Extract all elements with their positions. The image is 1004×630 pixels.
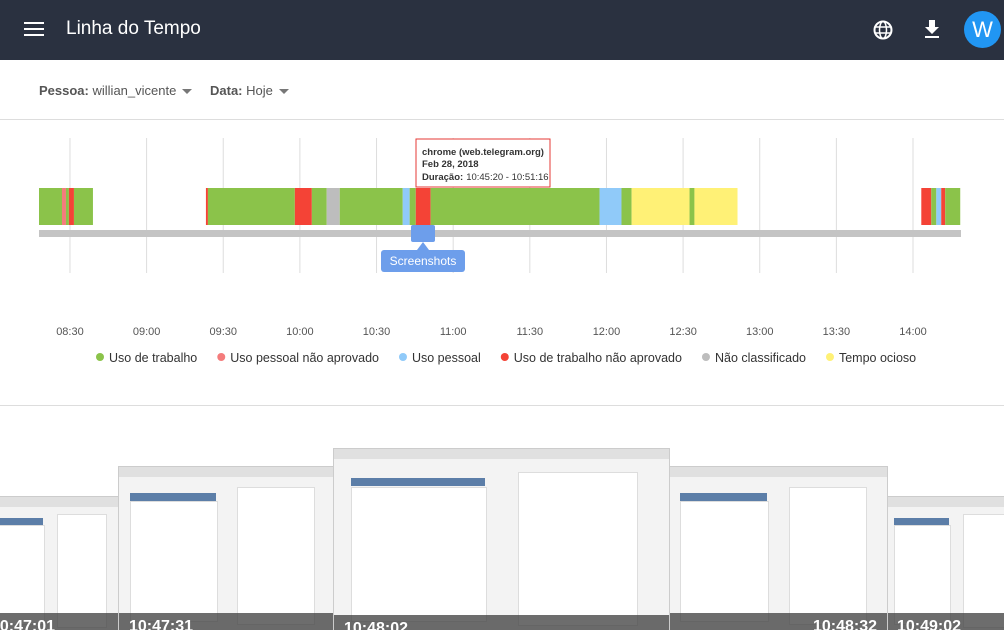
- legend-swatch: [217, 353, 226, 361]
- activity-segment: [430, 188, 600, 225]
- duration-value: 10:45:20 - 10:51:16: [466, 172, 548, 183]
- tooltip-date: Feb 28, 2018: [422, 159, 479, 170]
- screenshot-time: 10:47:31: [119, 613, 334, 630]
- header: Linha do Tempo W: [0, 0, 1004, 60]
- x-tick-label: 08:30: [56, 326, 84, 338]
- activity-segment: [621, 188, 632, 225]
- language-icon[interactable]: [873, 20, 893, 40]
- screenshot-thumb[interactable]: 10:49:02: [886, 496, 1004, 630]
- screenshot-thumb[interactable]: 10:48:02: [333, 448, 670, 630]
- x-tick-label: 14:00: [899, 326, 927, 338]
- x-tick-label: 09:00: [133, 326, 161, 338]
- x-tick-label: 10:00: [286, 326, 314, 338]
- activity-segment: [694, 188, 738, 225]
- activity-segment: [941, 188, 946, 225]
- activity-segment: [689, 188, 695, 225]
- button-label: Screenshots: [390, 254, 457, 268]
- screenshots-button[interactable]: [381, 250, 465, 272]
- screenshot-thumb[interactable]: 10:48:32: [668, 466, 888, 630]
- activity-segment: [207, 188, 295, 225]
- activity-segment: [415, 188, 431, 225]
- tooltip-app: chrome (web.telegram.org): [422, 147, 544, 158]
- activity-segment: [326, 188, 340, 225]
- button-pointer: [417, 242, 429, 250]
- legend-label: Não classificado: [715, 351, 806, 365]
- download-icon[interactable]: [924, 20, 940, 40]
- activity-segment: [294, 188, 312, 225]
- legend-label: Uso de trabalho: [109, 351, 197, 365]
- activity-segment: [409, 188, 416, 225]
- tooltip-box: [415, 138, 551, 188]
- legend-swatch: [398, 353, 407, 361]
- date-filter[interactable]: Data: Hoje: [210, 83, 289, 98]
- activity-segment: [339, 188, 403, 225]
- filter-value: Hoje: [246, 83, 273, 98]
- activity-segment: [61, 188, 66, 225]
- person-filter[interactable]: Pessoa: willian_vicente: [39, 83, 193, 98]
- menu-icon[interactable]: [24, 20, 46, 38]
- activity-segment: [402, 188, 410, 225]
- legend-swatch: [96, 353, 104, 361]
- tooltip: chrome (web.telegram.org)Feb 28, 2018 Dur…: [415, 138, 551, 188]
- screenshot-time: 10:48:02: [334, 615, 669, 630]
- legend-label: Uso pessoal: [412, 351, 481, 365]
- screenshot-time: 10:48:32: [669, 613, 887, 630]
- activity-segment: [945, 188, 961, 225]
- x-tick-label: 12:00: [593, 326, 621, 338]
- scrubber: [411, 225, 435, 242]
- duration-label: Duração:: [422, 172, 463, 183]
- screenshot-time: 10:49:02: [887, 613, 1004, 630]
- legend-swatch: [500, 353, 509, 361]
- filter-value: willian_vicente: [92, 83, 177, 98]
- activity-segment: [921, 188, 932, 225]
- activity-segment: [631, 188, 690, 225]
- x-tick-label: 09:30: [209, 326, 237, 338]
- x-tick-label: 13:00: [746, 326, 774, 338]
- activity-segment: [68, 188, 74, 225]
- filter-label: Pessoa:: [39, 83, 89, 98]
- activity-segment: [39, 188, 62, 225]
- activity-segment: [931, 188, 937, 225]
- legend-swatch: [825, 353, 834, 361]
- page-title: Linha do Tempo: [66, 18, 201, 39]
- x-tick-label: 13:30: [823, 326, 851, 338]
- activity-segment: [599, 188, 622, 225]
- legend-label: Tempo ocioso: [839, 351, 916, 365]
- activity-segment: [311, 188, 327, 225]
- screenshot-time: 10:47:01: [0, 613, 119, 630]
- activity-segment: [205, 188, 208, 225]
- activity-segment: [936, 188, 942, 225]
- x-tick-label: 11:30: [516, 326, 543, 338]
- x-tick-label: 12:30: [669, 326, 697, 338]
- legend-label: Uso de trabalho não aprovado: [514, 351, 682, 365]
- legend-label: Uso pessoal não aprovado: [230, 351, 379, 365]
- filter-label: Data:: [210, 83, 243, 98]
- timeline: 08:30 09:00 09:30 10:00 10:30 11:00 11:30 12:00…: [39, 138, 961, 365]
- avatar[interactable]: W: [964, 11, 1001, 48]
- x-tick-label: 10:30: [363, 326, 391, 338]
- screenshot-thumb[interactable]: 10:47:01: [0, 496, 120, 630]
- tooltip-duration: Duração: 10:45:20 - 10:51:16: [422, 172, 549, 183]
- timeline-track: [39, 230, 961, 237]
- x-tick-label: 11:00: [440, 326, 467, 338]
- activity-segment: [65, 188, 69, 225]
- activity-segment: [73, 188, 93, 225]
- legend-swatch: [701, 353, 710, 361]
- screenshot-thumb[interactable]: 10:47:31: [118, 466, 335, 630]
